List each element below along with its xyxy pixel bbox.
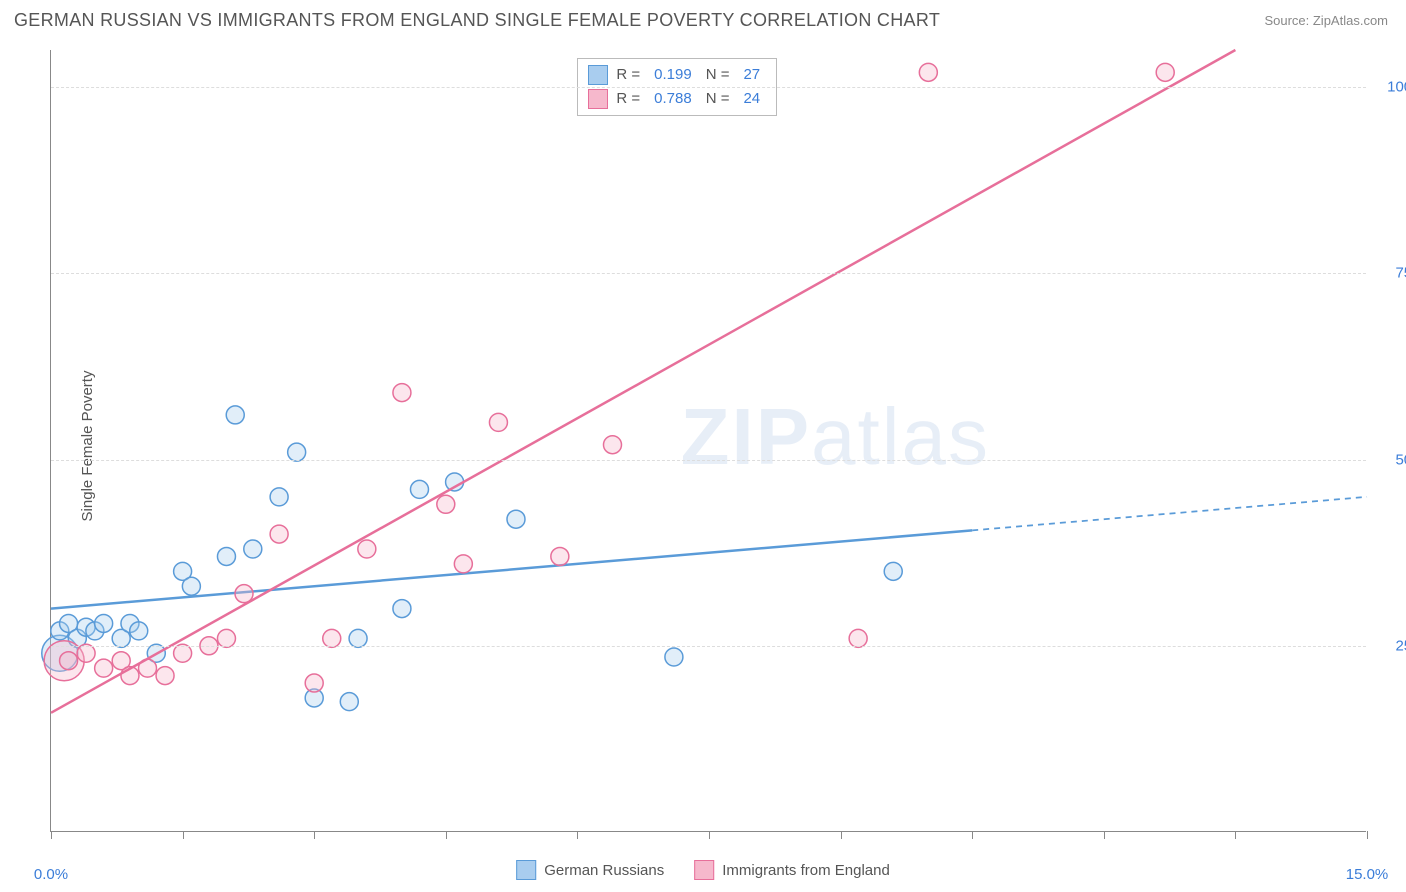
data-point <box>270 488 288 506</box>
data-point <box>393 384 411 402</box>
data-point <box>849 629 867 647</box>
x-tick-label: 15.0% <box>1346 866 1389 883</box>
x-tick <box>446 831 447 839</box>
data-point <box>665 648 683 666</box>
legend-r-label: R = <box>616 66 640 83</box>
data-point <box>340 693 358 711</box>
data-point <box>77 644 95 662</box>
y-tick-label: 50.0% <box>1395 451 1406 468</box>
regression-line-extrapolated <box>972 497 1367 531</box>
data-point <box>270 525 288 543</box>
data-point <box>95 614 113 632</box>
scatter-plot-svg <box>51 50 1366 831</box>
data-point <box>323 629 341 647</box>
legend-swatch <box>588 89 608 109</box>
data-point <box>244 540 262 558</box>
x-tick-label: 0.0% <box>34 866 68 883</box>
x-tick <box>1104 831 1105 839</box>
legend-row: R = 0.199 N = 27 <box>588 63 766 87</box>
data-point <box>358 540 376 558</box>
data-point <box>182 577 200 595</box>
chart-title: GERMAN RUSSIAN VS IMMIGRANTS FROM ENGLAN… <box>14 10 940 31</box>
y-tick-label: 100.0% <box>1387 79 1406 96</box>
gridline <box>51 87 1366 88</box>
legend-n-label: N = <box>706 66 730 83</box>
data-point <box>603 436 621 454</box>
legend-swatch <box>516 860 536 880</box>
data-point <box>226 406 244 424</box>
x-tick <box>577 831 578 839</box>
x-tick <box>841 831 842 839</box>
x-tick <box>1235 831 1236 839</box>
data-point <box>60 652 78 670</box>
legend-r-value: 0.788 <box>654 90 692 107</box>
data-point <box>454 555 472 573</box>
legend-r-label: R = <box>616 90 640 107</box>
plot-area: ZIPatlas R = 0.199 N = 27 R = 0.788 N = … <box>50 50 1366 832</box>
x-tick <box>1367 831 1368 839</box>
x-tick <box>709 831 710 839</box>
legend-label: Immigrants from England <box>722 862 890 879</box>
legend-n-value: 27 <box>743 66 760 83</box>
data-point <box>130 622 148 640</box>
data-point <box>393 600 411 618</box>
legend-swatch <box>588 65 608 85</box>
data-point <box>156 667 174 685</box>
data-point <box>437 495 455 513</box>
gridline <box>51 646 1366 647</box>
legend-row: R = 0.788 N = 24 <box>588 87 766 111</box>
data-point <box>551 547 569 565</box>
gridline <box>51 273 1366 274</box>
data-point <box>288 443 306 461</box>
legend-n-value: 24 <box>743 90 760 107</box>
x-tick <box>51 831 52 839</box>
legend-item: German Russians <box>516 860 664 880</box>
legend-r-value: 0.199 <box>654 66 692 83</box>
data-point <box>217 547 235 565</box>
source-attribution: Source: ZipAtlas.com <box>1264 13 1388 28</box>
data-point <box>174 644 192 662</box>
data-point <box>305 674 323 692</box>
data-point <box>95 659 113 677</box>
header: GERMAN RUSSIAN VS IMMIGRANTS FROM ENGLAN… <box>0 0 1406 35</box>
data-point <box>410 480 428 498</box>
x-tick <box>183 831 184 839</box>
legend-n-label: N = <box>706 90 730 107</box>
x-tick <box>314 831 315 839</box>
series-legend: German Russians Immigrants from England <box>516 860 890 880</box>
legend-swatch <box>694 860 714 880</box>
data-point <box>489 413 507 431</box>
data-point <box>507 510 525 528</box>
data-point <box>884 562 902 580</box>
data-point <box>217 629 235 647</box>
gridline <box>51 460 1366 461</box>
data-point <box>919 63 937 81</box>
data-point <box>1156 63 1174 81</box>
legend-item: Immigrants from England <box>694 860 890 880</box>
legend-label: German Russians <box>544 862 664 879</box>
y-tick-label: 75.0% <box>1395 265 1406 282</box>
regression-line <box>51 50 1235 713</box>
y-tick-label: 25.0% <box>1395 637 1406 654</box>
x-tick <box>972 831 973 839</box>
data-point <box>349 629 367 647</box>
